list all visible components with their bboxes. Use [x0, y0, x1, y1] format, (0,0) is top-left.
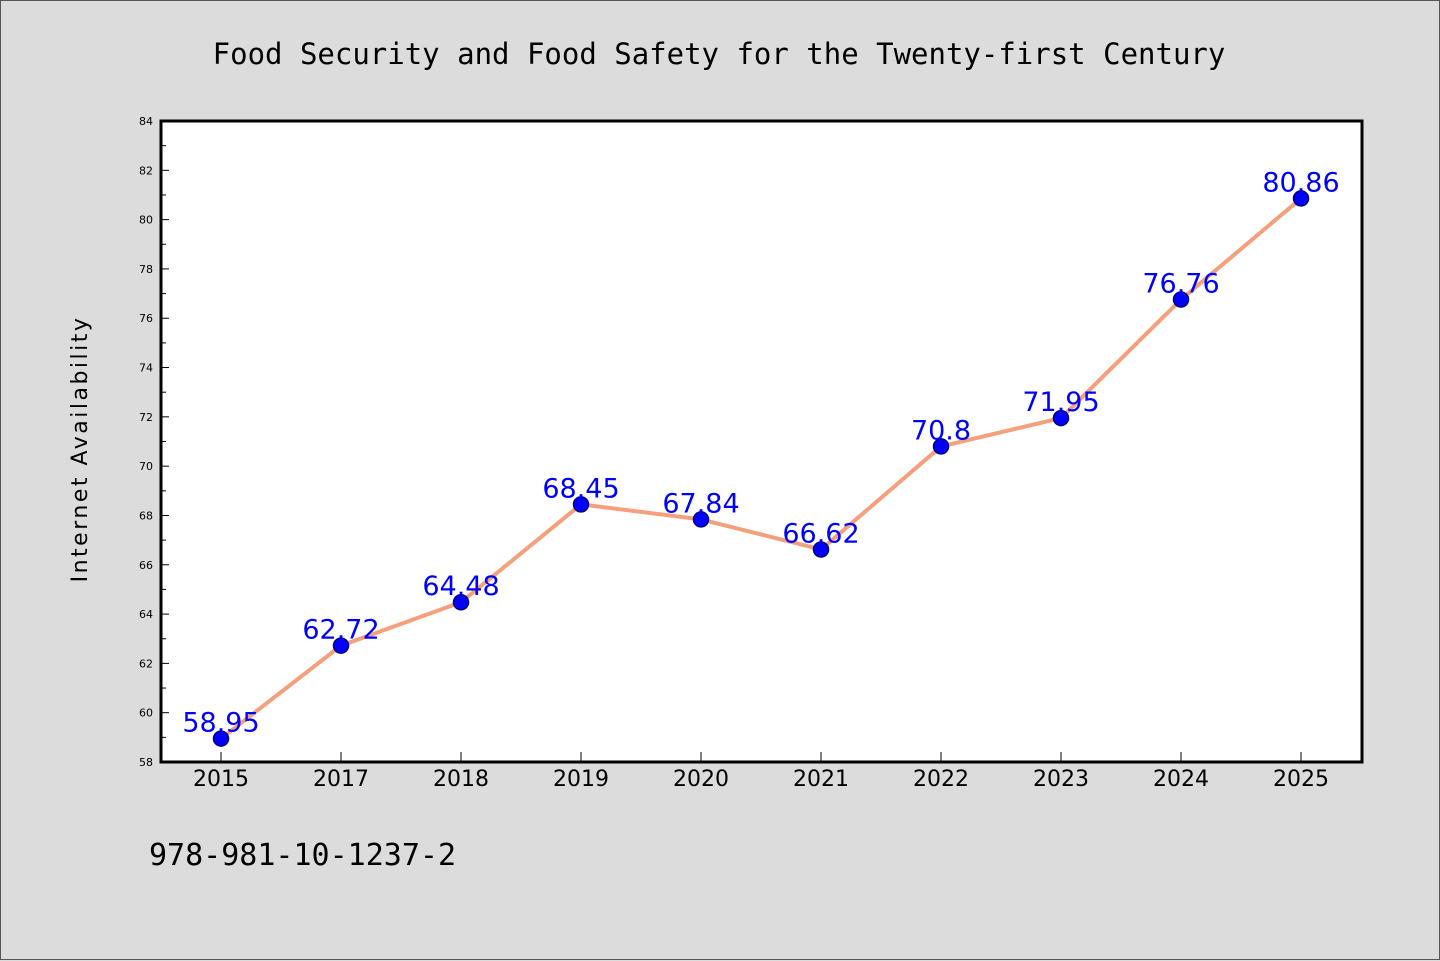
x-tick-label: 2023	[1033, 767, 1089, 792]
data-point	[692, 511, 710, 528]
data-label: 58.95	[182, 708, 259, 739]
data-point	[1052, 409, 1070, 427]
data-point	[932, 438, 950, 455]
y-tick-label: 72	[139, 411, 153, 424]
data-label: 64.48	[422, 571, 499, 602]
data-label: 71.95	[1022, 387, 1099, 418]
y-axis-ticks: 58 60 62 64 66 68 70 72 74 76 78 80 82 84	[139, 115, 169, 769]
x-axis-ticks: 2015 2017 2018 2019 2020 2021 2022 2023 2024 2025	[193, 752, 1329, 792]
data-point	[452, 593, 470, 611]
data-point	[812, 541, 830, 558]
x-tick-label: 2025	[1273, 767, 1329, 792]
data-label: 68.45	[542, 473, 619, 504]
chart-title: Food Security and Food Safety for the Tw…	[213, 37, 1226, 71]
series-line	[219, 196, 1303, 741]
y-tick-label: 62	[139, 657, 153, 670]
y-axis-label: Internet Availability	[68, 316, 93, 583]
x-tick-label: 2015	[193, 767, 249, 792]
y-tick-label: 70	[139, 460, 153, 473]
y-tick-label: 82	[139, 164, 153, 177]
x-tick-label: 2022	[913, 767, 969, 792]
data-label: 62.72	[302, 615, 379, 646]
y-tick-label: 68	[139, 509, 153, 522]
x-tick-label: 2024	[1153, 767, 1209, 792]
data-label: 66.62	[782, 518, 859, 549]
y-tick-label: 74	[139, 362, 153, 375]
data-label: 76.76	[1142, 268, 1219, 299]
data-point	[1292, 190, 1310, 207]
footer-note: 978-981-10-1237-2	[149, 838, 456, 873]
y-tick-label: 60	[139, 707, 153, 720]
x-tick-label: 2021	[793, 767, 849, 792]
x-tick-label: 2020	[673, 767, 729, 792]
x-tick-label: 2018	[433, 767, 489, 792]
y-tick-label: 78	[139, 263, 153, 276]
x-tick-label: 2019	[553, 767, 609, 792]
data-label: 80.86	[1262, 167, 1339, 198]
y-tick-label: 80	[139, 214, 153, 227]
y-tick-label: 66	[139, 559, 153, 572]
y-tick-label: 76	[139, 312, 153, 325]
y-tick-label: 58	[139, 756, 153, 769]
data-point	[572, 496, 590, 513]
data-label: 67.84	[662, 488, 739, 519]
data-point	[212, 730, 230, 747]
y-tick-label: 84	[139, 115, 153, 128]
plot-area	[159, 119, 1364, 764]
data-point	[332, 637, 350, 654]
data-label: 70.8	[911, 415, 971, 446]
series-group: 58.95 62.72 64.48 68.45 67.84 66.62 70.8 71.95 7…	[182, 167, 1340, 747]
y-tick-label: 64	[139, 608, 153, 621]
data-point	[1172, 291, 1190, 308]
x-tick-label: 2017	[313, 767, 369, 792]
